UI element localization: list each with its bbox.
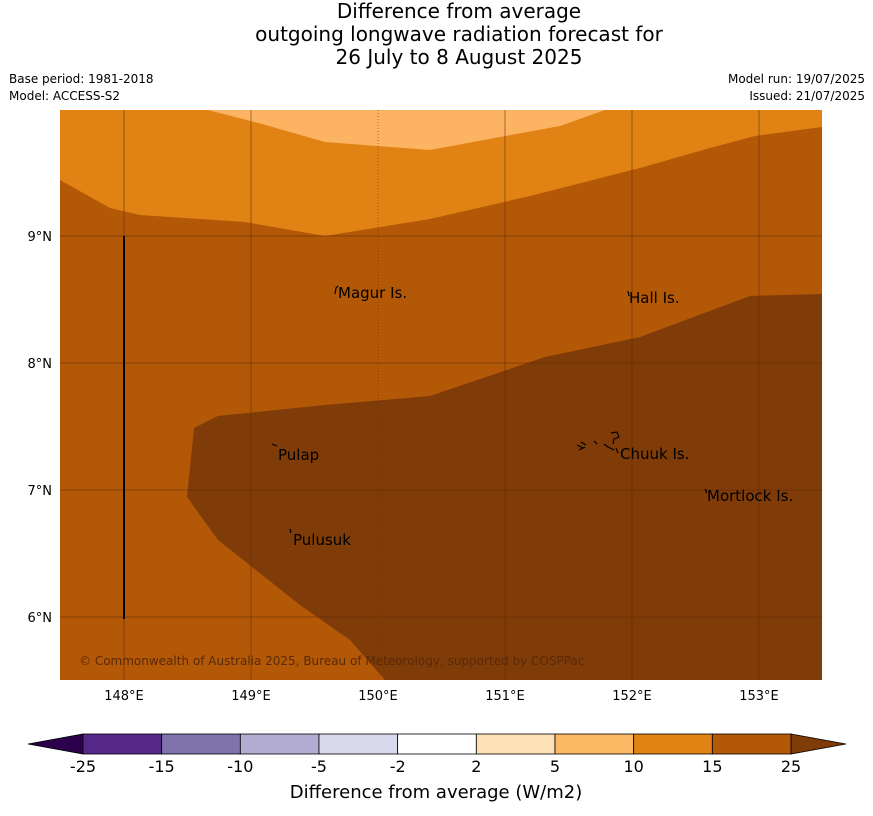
- colorbar-box-4: [397, 733, 477, 755]
- lon-label-150e: 150°E: [358, 689, 398, 704]
- colorbar-tick-label: 5: [550, 757, 560, 776]
- colorbar-tick-label: -5: [311, 757, 327, 776]
- hall-island-shape: [627, 290, 630, 297]
- model-name: Model: ACCESS-S2: [9, 89, 121, 103]
- colorbar-tick-label: -15: [149, 757, 175, 776]
- meta-left: Base period: 1981-2018 Model: ACCESS-S2: [9, 71, 154, 105]
- colorbar-title: Difference from average (W/m2): [290, 782, 582, 803]
- colorbar-tick-label: 15: [702, 757, 722, 776]
- title-line-1: Difference from average: [336, 0, 582, 23]
- colorbar-box-7: [633, 733, 713, 755]
- colorbar-tick-label: 2: [471, 757, 481, 776]
- colorbar-tick-label: -2: [390, 757, 406, 776]
- place-pulap: Pulap: [278, 446, 319, 464]
- pulap-island-shape: [271, 443, 278, 447]
- colorbar-over-arrow: [790, 733, 847, 755]
- place-magur: Magur Is.: [338, 284, 407, 302]
- place-chuuk: Chuuk Is.: [620, 445, 689, 463]
- island-markers: [271, 285, 708, 534]
- grid-lines: [60, 110, 822, 680]
- lon-label-148e: 148°E: [104, 689, 144, 704]
- mortlock-island-shape: [704, 488, 708, 494]
- model-run: Model run: 19/07/2025: [727, 72, 865, 86]
- colorbar-tick-label: -10: [227, 757, 253, 776]
- colorbar-tick-label: -25: [70, 757, 96, 776]
- colorbar-under-arrow: [27, 733, 84, 755]
- title-line-3: 26 July to 8 August 2025: [335, 45, 583, 69]
- colorbar-box-5: [475, 733, 556, 755]
- map-area: [60, 110, 822, 680]
- colorbar-tick-label: 25: [781, 757, 801, 776]
- colorbar-box-2: [239, 733, 320, 755]
- place-pulusuk: Pulusuk: [293, 531, 351, 549]
- contour-band-5-10: [208, 110, 605, 150]
- magur-island-shape: [334, 285, 339, 295]
- colorbar-tick-label: 10: [623, 757, 643, 776]
- colorbar-box-0: [82, 733, 163, 755]
- base-period: Base period: 1981-2018: [9, 72, 154, 86]
- meta-right: Model run: 19/07/2025 Issued: 21/07/2025: [728, 71, 865, 105]
- place-mortlock: Mortlock Is.: [707, 487, 793, 505]
- lat-label-9n: 9°N: [28, 230, 53, 245]
- issued-date: Issued: 21/07/2025: [749, 89, 865, 103]
- colorbar-box-3: [318, 733, 399, 755]
- map-title: Difference from average outgoing longwav…: [0, 0, 873, 69]
- colorbar-box-1: [161, 733, 241, 755]
- chuuk-lagoon-shape: [576, 431, 620, 454]
- lat-label-8n: 8°N: [28, 357, 53, 372]
- copyright-text: © Commonwealth of Australia 2025, Bureau…: [79, 654, 584, 668]
- lon-label-153e: 153°E: [739, 689, 779, 704]
- colorbar-box-6: [554, 733, 635, 755]
- place-hall: Hall Is.: [629, 289, 680, 307]
- lon-label-151e: 151°E: [485, 689, 525, 704]
- title-line-2: outgoing longwave radiation forecast for: [255, 22, 663, 46]
- pulusuk-island-shape: [289, 528, 292, 534]
- colorbar-box-8: [711, 733, 792, 755]
- colorbar: -25 -15 -10 -5 -2 2 5 10 15 25 Difference from av…: [27, 733, 847, 803]
- lon-label-149e: 149°E: [231, 689, 271, 704]
- lat-label-7n: 7°N: [28, 484, 53, 499]
- lon-label-152e: 152°E: [612, 689, 652, 704]
- lat-label-6n: 6°N: [28, 611, 53, 626]
